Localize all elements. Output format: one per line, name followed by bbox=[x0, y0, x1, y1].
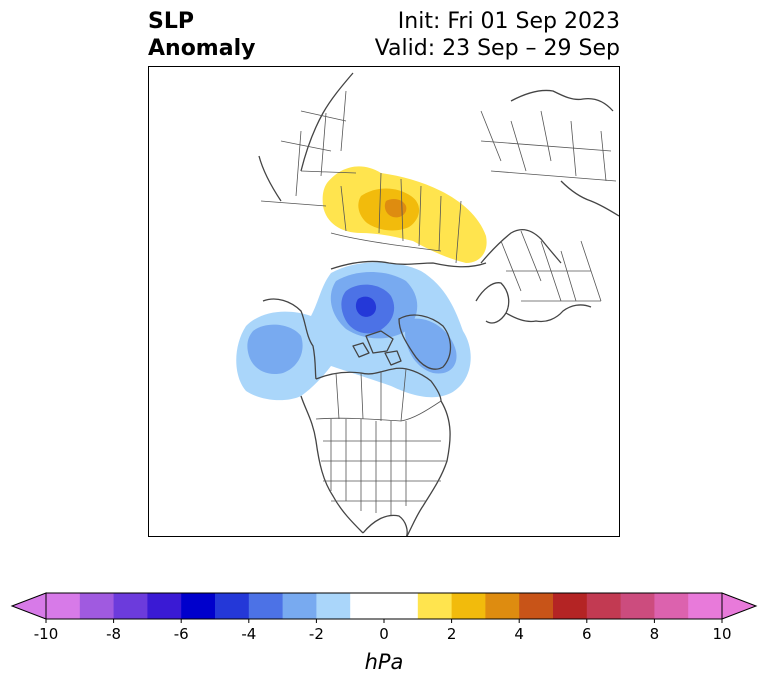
colorbar-segment bbox=[248, 593, 284, 619]
positive-anomaly-fills bbox=[322, 166, 487, 263]
middle-east-borders bbox=[480, 110, 617, 182]
colorbar-ticks: -10 -8 -6 -4 -2 0 2 4 6 8 10 bbox=[34, 619, 732, 643]
colorbar-tick-label: 2 bbox=[447, 625, 457, 643]
colorbar-segment bbox=[79, 593, 115, 619]
alaska-coast bbox=[262, 298, 317, 380]
europe-borders bbox=[500, 230, 602, 302]
colorbar-tick-label: -8 bbox=[106, 625, 121, 643]
siberia-coast bbox=[330, 260, 487, 270]
greenland-coast bbox=[398, 314, 452, 370]
north-america-west-coast bbox=[300, 395, 364, 534]
colorbar-tick-label: 4 bbox=[514, 625, 524, 643]
pos-region-strong bbox=[384, 198, 407, 218]
colorbar-tick-label: -2 bbox=[309, 625, 324, 643]
canada-province-borders bbox=[335, 368, 407, 422]
gulf-coast bbox=[362, 514, 408, 536]
colorbar-tick-label: 0 bbox=[379, 625, 389, 643]
colorbar-tick-label: 8 bbox=[650, 625, 660, 643]
colorbar-segment bbox=[519, 593, 554, 619]
canada-arctic-coast bbox=[315, 367, 442, 402]
colorbar-tick-label: -6 bbox=[174, 625, 189, 643]
colorbar-segment bbox=[553, 593, 588, 619]
map-title: SLP Anomaly bbox=[148, 8, 255, 62]
colorbar-unit-label: hPa bbox=[364, 650, 404, 674]
europe-west-coast bbox=[505, 304, 592, 323]
colorbar-segment bbox=[215, 593, 250, 619]
asia-borders bbox=[260, 90, 357, 207]
colorbar-segment bbox=[316, 593, 351, 619]
middle-east-coast bbox=[510, 89, 614, 112]
colorbar-segment bbox=[46, 593, 81, 619]
neg-region-mid-west bbox=[247, 324, 303, 375]
mediterranean-coast bbox=[560, 180, 619, 217]
colorbar-segment bbox=[282, 593, 317, 619]
north-america-east-coast bbox=[406, 400, 451, 536]
colorbar-segments bbox=[46, 593, 723, 619]
colorbar-segment bbox=[181, 593, 216, 619]
title-line-2: Anomaly bbox=[148, 36, 256, 61]
colorbar: -10 -8 -6 -4 -2 0 2 4 6 8 10 bbox=[10, 592, 758, 643]
us-state-borders bbox=[321, 419, 447, 515]
colorbar-tick-label: 6 bbox=[582, 625, 592, 643]
slp-anomaly-map bbox=[236, 72, 619, 536]
colorbar-segment bbox=[384, 593, 419, 619]
neg-region-core bbox=[355, 296, 377, 317]
coastlines bbox=[258, 72, 619, 536]
valid-period: Init: Fri 01 Sep 2023 Valid: 23 Sep – 29… bbox=[375, 8, 620, 62]
russia-borders bbox=[330, 172, 462, 264]
east-asia-coast bbox=[258, 72, 354, 202]
colorbar-segment bbox=[451, 593, 486, 619]
colorbar-segment bbox=[654, 593, 689, 619]
colorbar-segment bbox=[485, 593, 520, 619]
scandinavia-coast bbox=[475, 282, 510, 324]
political-borders bbox=[260, 90, 617, 515]
colorbar-extend-low bbox=[10, 592, 47, 620]
valid-range: Valid: 23 Sep – 29 Sep bbox=[374, 36, 620, 61]
europe-north-coast bbox=[480, 228, 562, 264]
map-panel bbox=[148, 66, 620, 537]
init-date: Init: Fri 01 Sep 2023 bbox=[397, 9, 620, 34]
title-line-1: SLP bbox=[148, 9, 194, 34]
us-canada-border bbox=[315, 400, 442, 422]
colorbar-extend-high bbox=[721, 592, 758, 620]
colorbar-segment bbox=[688, 593, 723, 619]
negative-anomaly-fills bbox=[236, 262, 471, 401]
colorbar-tick-label: -4 bbox=[241, 625, 256, 643]
colorbar-segment bbox=[417, 593, 453, 619]
colorbar-segment bbox=[350, 593, 385, 619]
colorbar-segment bbox=[586, 593, 622, 619]
colorbar-segment bbox=[147, 593, 182, 619]
colorbar-segment bbox=[620, 593, 655, 619]
colorbar-tick-label: -10 bbox=[34, 625, 59, 643]
arctic-islands bbox=[352, 330, 402, 366]
colorbar-segment bbox=[113, 593, 148, 619]
colorbar-tick-label: 10 bbox=[712, 625, 731, 643]
